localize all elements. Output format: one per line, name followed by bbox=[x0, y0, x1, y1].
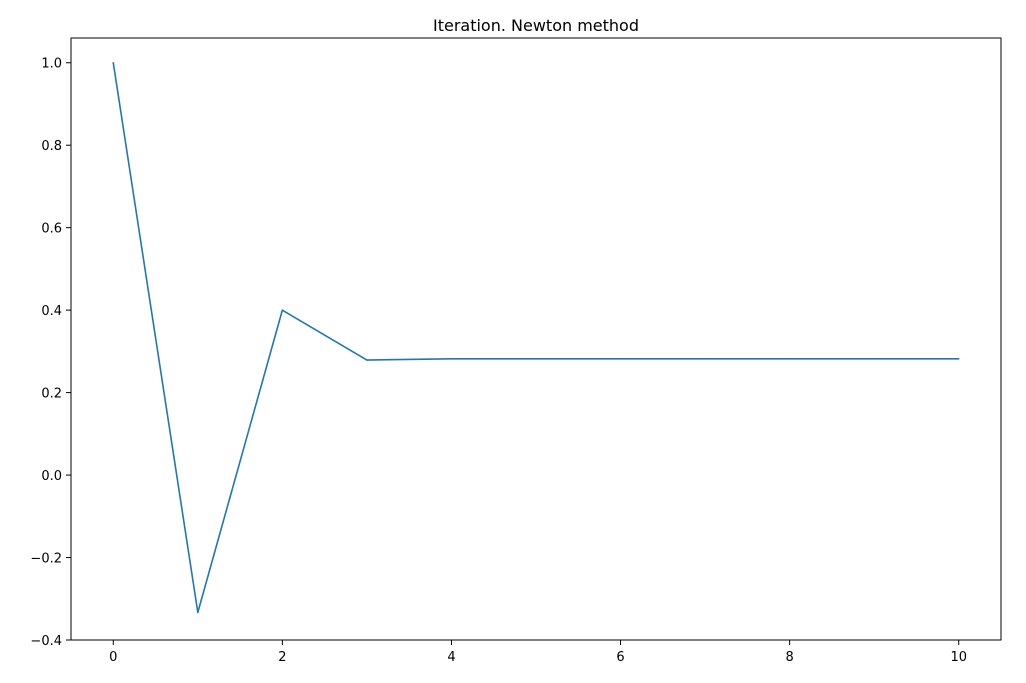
y-axis: −0.4 −0.2 0.0 0.2 0.4 0.6 0.8 1.0 bbox=[30, 57, 71, 649]
x-tick-label: 2 bbox=[278, 650, 286, 665]
data-point bbox=[704, 357, 706, 360]
x-tick-label: 6 bbox=[616, 650, 624, 665]
y-tick-label: 0.2 bbox=[41, 387, 62, 402]
data-point bbox=[619, 357, 622, 360]
y-tick-label: −0.4 bbox=[30, 634, 62, 649]
y-tick-label: 0.6 bbox=[41, 222, 62, 237]
y-tick-label: −0.2 bbox=[30, 552, 62, 567]
data-point bbox=[197, 611, 199, 614]
x-tick-label: 0 bbox=[109, 650, 117, 665]
x-tick-label: 4 bbox=[447, 650, 455, 665]
data-point bbox=[873, 357, 875, 360]
y-tick-label: 1.0 bbox=[41, 57, 62, 72]
data-point bbox=[535, 357, 537, 360]
x-tick-label: 8 bbox=[785, 650, 793, 665]
y-tick-label: 0.4 bbox=[41, 304, 62, 319]
data-point bbox=[957, 357, 960, 360]
data-point bbox=[788, 357, 791, 360]
x-axis: 0 2 4 6 8 10 bbox=[109, 640, 967, 665]
series-layer bbox=[112, 61, 960, 614]
data-point bbox=[366, 359, 368, 361]
chart-title: Iteration. Newton method bbox=[433, 16, 639, 35]
y-tick-label: 0.8 bbox=[41, 139, 62, 154]
series-line bbox=[112, 62, 959, 614]
data-point bbox=[112, 61, 115, 64]
data-point bbox=[450, 357, 453, 360]
data-point bbox=[281, 309, 284, 311]
y-tick-label: 0.0 bbox=[41, 469, 62, 484]
plot-frame bbox=[70, 37, 1002, 641]
x-tick-label: 10 bbox=[950, 650, 967, 665]
